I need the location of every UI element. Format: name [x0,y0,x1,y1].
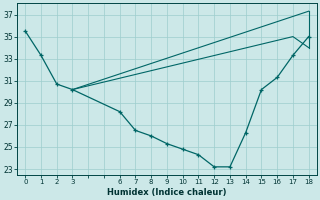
X-axis label: Humidex (Indice chaleur): Humidex (Indice chaleur) [107,188,227,197]
